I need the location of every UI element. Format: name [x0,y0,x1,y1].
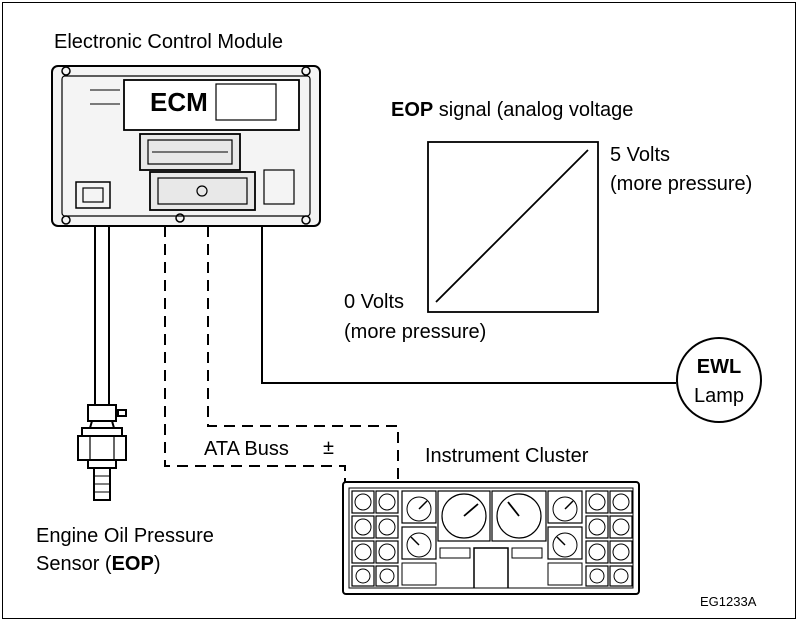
ata-bus-wiring [164,226,399,482]
instrument-cluster [342,481,640,595]
sensor-caption-line1: Engine Oil Pressure [36,525,214,547]
ecm-caption: Electronic Control Module [54,31,283,53]
ewl-lamp [676,337,762,423]
signal-title-rest: signal (analog voltage [433,99,634,121]
signal-title: EOP signal (analog voltage [391,98,633,123]
cluster-caption: Instrument Cluster [425,445,589,467]
sensor-caption-eop: EOP [111,553,154,575]
sensor-harness [94,226,110,405]
eop-sensor [77,404,127,501]
signal-title-eop: EOP [391,99,434,121]
sensor-caption-suffix: ) [153,553,161,575]
ecm-module [51,65,321,227]
low-volts-label: 0 Volts [344,291,405,313]
ewl-lamp-wire [261,226,676,384]
high-volts-label: 5 Volts [610,144,671,166]
low-note-label: (more pressure) [344,321,487,343]
high-note-label: (more pressure) [610,173,753,195]
ata-bus-label: ATA Buss [201,437,292,462]
eop-signal-graph [427,141,599,313]
ewl-lamp-word: Lamp [693,385,745,407]
figure-id: EG1233A [700,594,757,609]
ewl-lamp-code: EWL [696,356,742,378]
ecm-box-label: ECM [150,87,208,117]
sensor-caption-line2: Sensor (EOP) [36,552,161,577]
ata-bus-symbol: ± [320,436,337,461]
sensor-caption-prefix: Sensor ( [36,553,112,575]
